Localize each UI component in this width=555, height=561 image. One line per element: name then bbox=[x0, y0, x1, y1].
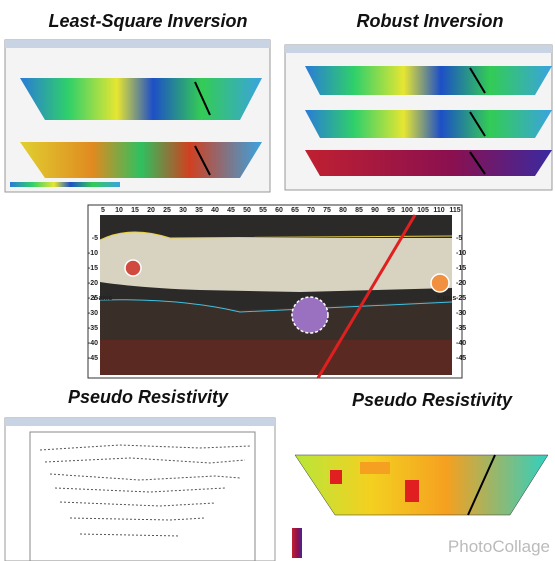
x-tick-label: 45 bbox=[227, 207, 235, 214]
y-tick-label: -45 bbox=[456, 355, 466, 362]
x-tick-label: 60 bbox=[275, 207, 283, 214]
x-tick-label: 65 bbox=[291, 207, 299, 214]
y-axis-label: Y-axis bbox=[92, 295, 112, 302]
panel-title: Pseudo Resistivity bbox=[68, 387, 229, 407]
x-tick-label: 110 bbox=[433, 207, 444, 214]
y-axis-label: Y-axis bbox=[436, 295, 456, 302]
panel-title: Pseudo Resistivity bbox=[352, 390, 513, 410]
y-tick-label: -15 bbox=[88, 265, 98, 272]
x-tick-label: 95 bbox=[387, 207, 395, 214]
x-tick-label: 105 bbox=[417, 207, 429, 214]
x-tick-label: 80 bbox=[339, 207, 347, 214]
y-tick-label: -5 bbox=[456, 235, 462, 242]
x-tick-label: 5 bbox=[101, 207, 105, 214]
y-tick-label: -30 bbox=[88, 310, 98, 317]
x-tick-label: 115 bbox=[449, 207, 460, 214]
screenshot bbox=[5, 418, 275, 561]
x-tick-label: 30 bbox=[179, 207, 187, 214]
collage: Least-Square Inversion Robust Inversion bbox=[0, 0, 555, 561]
y-tick-label: -30 bbox=[456, 310, 466, 317]
x-tick-label: 35 bbox=[195, 207, 203, 214]
y-tick-label: -20 bbox=[456, 280, 466, 287]
x-tick-label: 20 bbox=[147, 207, 155, 214]
y-tick-label: -40 bbox=[88, 340, 98, 347]
y-tick-label: -25 bbox=[456, 295, 466, 302]
y-tick-label: -5 bbox=[92, 235, 98, 242]
y-tick-label: -45 bbox=[88, 355, 98, 362]
y-tick-label: -20 bbox=[88, 280, 98, 287]
panel-title: Robust Inversion bbox=[356, 11, 503, 31]
x-tick-label: 55 bbox=[259, 207, 267, 214]
y-tick-label: -15 bbox=[456, 265, 466, 272]
screenshot bbox=[5, 40, 270, 192]
y-tick-label: -35 bbox=[456, 325, 466, 332]
x-tick-label: 90 bbox=[371, 207, 379, 214]
model-photo: 5 10 15 20 25 30 35 40 45 50 55 60 65 70 75 80 85 90 95 100… bbox=[88, 205, 466, 378]
x-tick-label: 25 bbox=[163, 207, 171, 214]
x-tick-label: 70 bbox=[307, 207, 315, 214]
watermark: PhotoCollage bbox=[448, 537, 550, 556]
x-tick-label: 40 bbox=[211, 207, 219, 214]
x-tick-label: 10 bbox=[115, 207, 123, 214]
x-tick-label: 15 bbox=[131, 207, 139, 214]
screenshot bbox=[285, 45, 552, 190]
x-tick-label: 50 bbox=[243, 207, 251, 214]
x-tick-label: 85 bbox=[355, 207, 363, 214]
y-tick-label: -10 bbox=[456, 250, 466, 257]
y-tick-label: -10 bbox=[88, 250, 98, 257]
panel-title: Least-Square Inversion bbox=[48, 11, 247, 31]
x-tick-label: 75 bbox=[323, 207, 331, 214]
y-tick-label: -35 bbox=[88, 325, 98, 332]
y-tick-label: -40 bbox=[456, 340, 466, 347]
x-tick-label: 100 bbox=[401, 207, 413, 214]
